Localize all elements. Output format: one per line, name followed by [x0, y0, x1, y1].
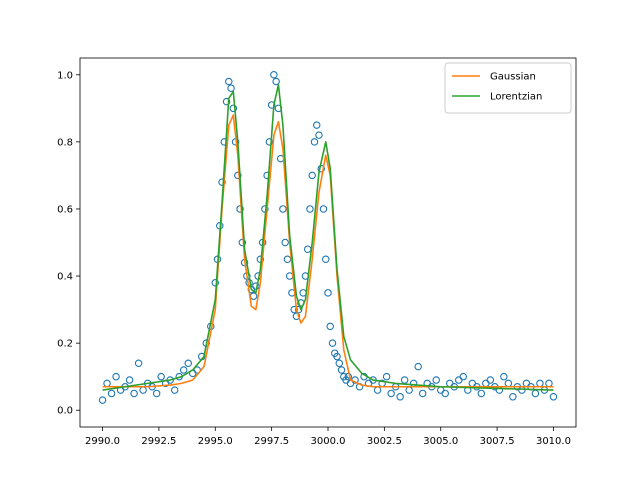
- legend-box: [444, 62, 572, 114]
- x-tick-label: 2995.0: [198, 436, 233, 447]
- scatter-point: [337, 366, 346, 374]
- scatter-point: [306, 205, 314, 213]
- scatter-point: [319, 205, 328, 213]
- y-tick-label: 0.6: [57, 204, 73, 215]
- scatter-point: [107, 389, 116, 398]
- scatter-point: [267, 101, 276, 109]
- scatter-point: [459, 372, 468, 381]
- scatter-point: [477, 389, 486, 398]
- scatter-point: [312, 121, 321, 129]
- plot-frame: [79, 57, 577, 428]
- scatter-point: [157, 372, 165, 381]
- scatter-point: [333, 352, 341, 361]
- y-tick-label: 0.8: [57, 137, 73, 148]
- scatter-point: [396, 393, 404, 401]
- scatter-point: [321, 255, 330, 264]
- scatter-point: [486, 376, 495, 384]
- scatter-point: [112, 372, 120, 381]
- scatter-point: [414, 362, 422, 371]
- legend-label-lorentzian: Lorentzian: [490, 92, 542, 103]
- scatter-point: [98, 396, 107, 404]
- scatter-point: [290, 305, 298, 314]
- x-tick-label: 3007.5: [480, 436, 515, 447]
- scatter-point: [211, 278, 220, 287]
- scatter-point: [238, 238, 247, 247]
- scatter-point: [234, 171, 242, 180]
- scatter-point: [152, 389, 161, 398]
- scatter-point: [179, 366, 188, 374]
- x-tick-label: 2997.5: [254, 436, 289, 447]
- scatter-point: [549, 393, 558, 401]
- series-line-gaussian: [102, 114, 554, 388]
- scatter-point: [227, 84, 235, 92]
- scatter-point: [400, 376, 409, 384]
- scatter-point: [222, 97, 231, 106]
- data-layer: [98, 71, 558, 404]
- scatter-point: [294, 305, 303, 314]
- x-tick-label: 2992.5: [141, 436, 176, 447]
- scatter-point: [270, 71, 278, 79]
- x-tick-label: 3002.5: [367, 436, 402, 447]
- scatter-point: [509, 393, 517, 401]
- scatter-point: [387, 389, 395, 398]
- x-tick-label: 3000.0: [311, 436, 346, 447]
- scatter-point: [315, 131, 323, 139]
- scatter-point: [236, 205, 244, 213]
- scatter-point: [281, 238, 289, 247]
- y-tick-label: 0.0: [57, 406, 73, 417]
- legend-label-gaussian: Gaussian: [490, 72, 536, 83]
- scatter-point: [134, 359, 143, 368]
- scatter-point: [310, 138, 319, 146]
- scatter-point: [225, 77, 233, 86]
- scatter-point: [418, 389, 427, 398]
- y-tick-label: 0.4: [57, 272, 73, 283]
- scatter-point: [125, 376, 134, 384]
- scatter-point: [170, 386, 179, 394]
- y-tick-label: 1.0: [57, 70, 73, 81]
- scatter-point: [328, 339, 337, 347]
- y-tick-label: 0.2: [57, 339, 73, 350]
- scatter-point: [441, 389, 449, 398]
- scatter-point: [382, 372, 391, 381]
- scatter-point: [335, 359, 344, 368]
- axes: 2990.0 2992.5 2995.0 2997.5 3000.0 3002.5 3005…: [57, 70, 571, 447]
- scatter-point: [432, 376, 440, 384]
- scatter-point: [279, 205, 287, 213]
- scatter-point: [292, 312, 301, 321]
- scatter-point: [229, 104, 238, 113]
- scatter-point: [218, 178, 226, 186]
- scatter-point: [272, 77, 280, 86]
- series-line-lorentzian: [102, 84, 554, 391]
- x-tick-label: 3005.0: [423, 436, 458, 447]
- scatter-point: [326, 322, 334, 331]
- scatter-point: [184, 359, 192, 368]
- scatter-point: [308, 171, 316, 180]
- x-tick-label: 2990.0: [85, 436, 120, 447]
- scatter-point: [324, 289, 332, 297]
- plot-area: [80, 58, 576, 427]
- legend: Gaussian Lorentzian: [444, 62, 572, 114]
- x-tick-label: 3010.0: [536, 436, 571, 447]
- scatter-point: [130, 389, 138, 398]
- scatter-point: [500, 372, 508, 381]
